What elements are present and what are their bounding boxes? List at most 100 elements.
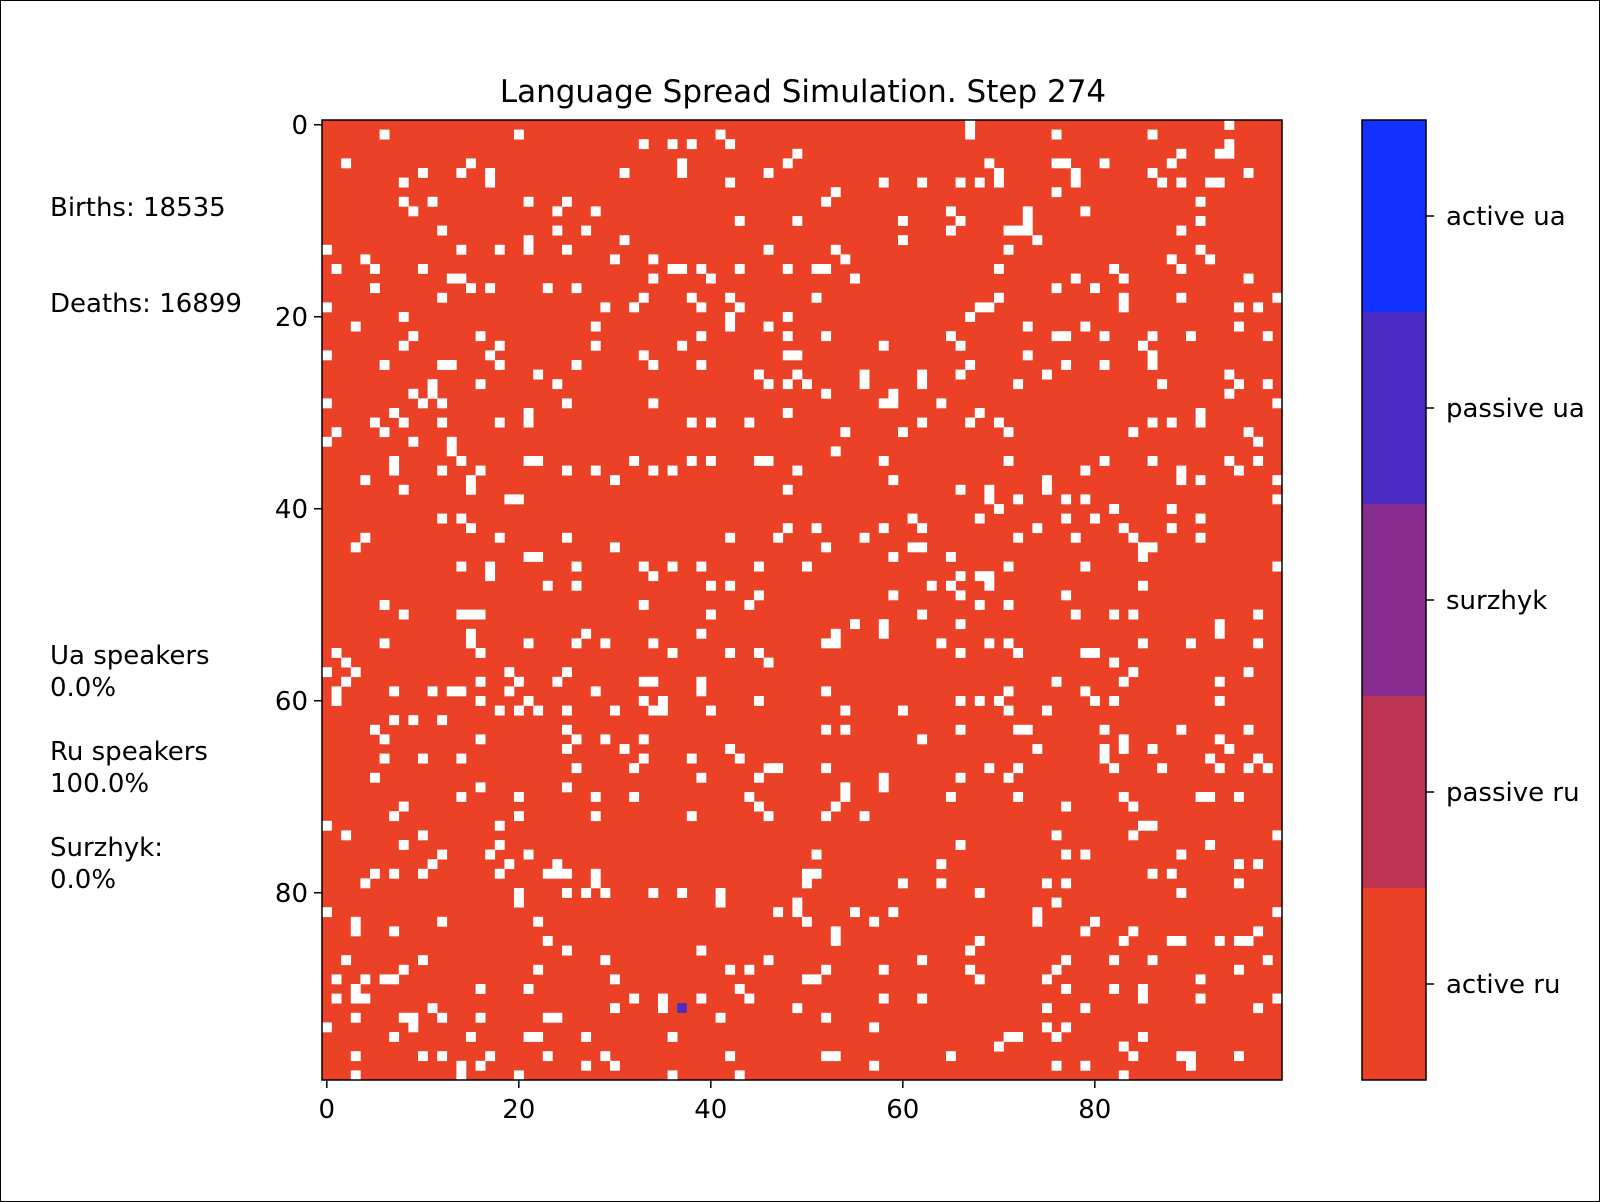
empty-cell <box>1080 561 1091 572</box>
empty-cell <box>533 456 544 466</box>
empty-cell <box>350 1070 361 1081</box>
empty-cell <box>398 1012 409 1023</box>
empty-cell <box>581 888 592 898</box>
empty-cell <box>456 244 467 255</box>
empty-cell <box>350 321 361 332</box>
empty-cell <box>1003 244 1014 255</box>
colorbar <box>1362 120 1426 1081</box>
empty-cell <box>1051 1032 1062 1042</box>
empty-cell <box>1022 206 1033 217</box>
empty-cell <box>955 369 966 380</box>
empty-cell <box>754 456 764 466</box>
empty-cell <box>379 427 390 438</box>
empty-cell <box>1061 955 1072 966</box>
empty-cell <box>850 619 860 630</box>
empty-cell <box>1262 331 1273 342</box>
empty-cell <box>562 744 572 754</box>
empty-cell <box>917 734 928 745</box>
empty-cell <box>1147 350 1158 361</box>
empty-cell <box>1013 494 1024 505</box>
empty-cell <box>984 158 995 169</box>
empty-cell <box>1176 849 1187 860</box>
empty-cell <box>811 849 822 860</box>
colorbar-segment <box>1362 120 1426 313</box>
empty-cell <box>725 292 736 303</box>
empty-cell <box>840 782 851 793</box>
empty-cell <box>1243 273 1254 284</box>
empty-cell <box>494 705 505 716</box>
empty-cell <box>485 849 496 860</box>
empty-cell <box>1253 859 1264 870</box>
empty-cell <box>754 590 764 601</box>
empty-cell <box>658 696 668 706</box>
empty-cell <box>1118 936 1129 946</box>
empty-cell <box>1099 360 1110 370</box>
empty-cell <box>437 1012 448 1023</box>
empty-cell <box>1214 619 1225 630</box>
empty-cell <box>562 532 572 543</box>
empty-cell <box>619 744 630 754</box>
empty-cell <box>1128 667 1139 678</box>
empty-cell <box>1262 379 1273 390</box>
empty-cell <box>869 1060 880 1071</box>
empty-cell <box>984 763 995 774</box>
empty-cell <box>408 1022 419 1033</box>
empty-cell <box>686 753 697 764</box>
empty-cell <box>552 859 563 870</box>
empty-cell <box>1253 926 1264 937</box>
empty-cell <box>1013 763 1024 774</box>
x-axis: 0 20 40 60 80 <box>319 1080 1111 1125</box>
empty-cell <box>648 465 659 476</box>
empty-cell <box>350 916 361 927</box>
empty-cell <box>398 964 409 975</box>
empty-cell <box>1042 878 1052 889</box>
empty-cell <box>619 235 630 246</box>
empty-cell <box>773 763 784 774</box>
empty-cell <box>322 907 332 918</box>
empty-cell <box>994 264 1004 274</box>
empty-cell <box>984 302 995 313</box>
empty-cell <box>878 993 889 1004</box>
empty-cell <box>571 283 582 294</box>
empty-cell <box>1176 475 1187 486</box>
empty-cell <box>763 168 774 178</box>
empty-cell <box>638 350 649 361</box>
empty-cell <box>350 542 361 553</box>
empty-cell <box>1051 964 1062 975</box>
empty-cell <box>648 705 659 716</box>
empty-cell <box>562 196 572 207</box>
empty-cell <box>398 196 409 207</box>
empty-cell <box>427 686 438 697</box>
empty-cell <box>792 148 803 159</box>
empty-cell <box>1176 177 1187 188</box>
empty-cell <box>1090 696 1100 706</box>
colorbar-ticks: active ua passive ua surzhyk passive ru acti… <box>1426 202 1585 1000</box>
empty-cell <box>437 849 448 860</box>
empty-cell <box>389 1032 400 1042</box>
empty-cell <box>437 225 448 236</box>
empty-cell <box>446 273 457 284</box>
empty-cell <box>974 974 985 985</box>
empty-cell <box>581 1060 592 1071</box>
empty-cell <box>610 254 620 265</box>
empty-cell <box>1051 283 1062 294</box>
empty-cell <box>408 1012 419 1023</box>
empty-cell <box>1128 830 1139 841</box>
empty-cell <box>898 705 908 716</box>
empty-cell <box>475 465 486 476</box>
empty-cell <box>1157 379 1168 390</box>
empty-cell <box>562 888 572 898</box>
empty-cell <box>648 273 659 284</box>
empty-cell <box>696 628 707 639</box>
empty-cell <box>744 792 755 802</box>
empty-cell <box>888 552 899 562</box>
empty-cell <box>1272 475 1283 486</box>
x-tick-label: 0 <box>319 1095 336 1125</box>
empty-cell <box>1272 292 1283 303</box>
empty-cell <box>1042 1003 1052 1014</box>
empty-cell <box>955 840 966 850</box>
colorbar-label: active ru <box>1446 970 1560 1000</box>
empty-cell <box>456 792 467 802</box>
empty-cell <box>638 139 649 150</box>
empty-cell <box>994 504 1004 514</box>
